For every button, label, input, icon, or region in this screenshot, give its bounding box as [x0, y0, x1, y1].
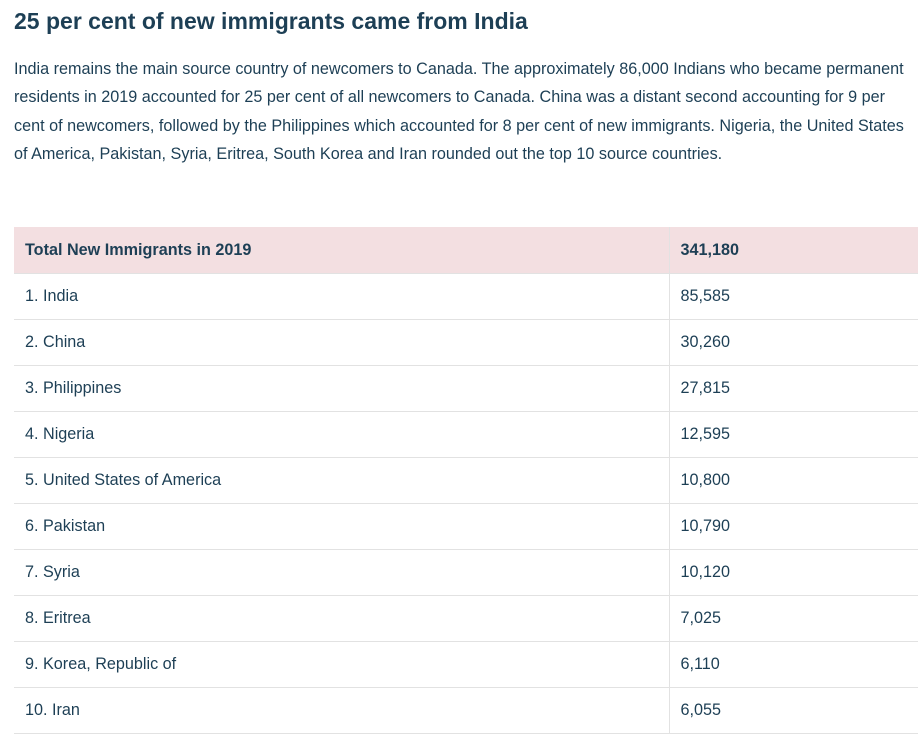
country-label: 8. Eritrea	[14, 595, 669, 642]
immigrant-count: 10,790	[668, 503, 918, 550]
immigrant-count: 30,260	[668, 319, 918, 366]
table-row: 10. Iran 6,055	[14, 687, 918, 734]
immigrant-count: 7,025	[668, 595, 918, 642]
table-row: 1. India 85,585	[14, 273, 918, 320]
table-header-row: Total New Immigrants in 2019 341,180	[14, 227, 918, 274]
immigrant-count: 85,585	[668, 273, 918, 320]
country-label: 4. Nigeria	[14, 411, 669, 458]
table-row: 5. United States of America 10,800	[14, 457, 918, 504]
country-label: 10. Iran	[14, 687, 669, 734]
header-label: Total New Immigrants in 2019	[14, 227, 669, 274]
country-label: 9. Korea, Republic of	[14, 641, 669, 688]
country-label: 2. China	[14, 319, 669, 366]
country-label: 7. Syria	[14, 549, 669, 596]
country-label: 1. India	[14, 273, 669, 320]
immigrant-count: 6,110	[668, 641, 918, 688]
immigrant-count: 10,800	[668, 457, 918, 504]
immigrant-count: 10,120	[668, 549, 918, 596]
page-title: 25 per cent of new immigrants came from …	[14, 8, 528, 34]
table-row: 6. Pakistan 10,790	[14, 503, 918, 550]
immigrant-count: 6,055	[668, 687, 918, 734]
table-row: 2. China 30,260	[14, 319, 918, 366]
table-row: 8. Eritrea 7,025	[14, 595, 918, 642]
header-value: 341,180	[668, 227, 918, 274]
country-label: 5. United States of America	[14, 457, 669, 504]
table-row: 4. Nigeria 12,595	[14, 411, 918, 458]
country-label: 3. Philippines	[14, 365, 669, 412]
table-row: 3. Philippines 27,815	[14, 365, 918, 412]
immigrant-count: 12,595	[668, 411, 918, 458]
country-label: 6. Pakistan	[14, 503, 669, 550]
intro-paragraph: India remains the main source country of…	[14, 60, 904, 163]
table-row: 7. Syria 10,120	[14, 549, 918, 596]
table-row: 9. Korea, Republic of 6,110	[14, 641, 918, 688]
immigrant-count: 27,815	[668, 365, 918, 412]
immigration-table: Total New Immigrants in 2019 341,180 1. …	[14, 227, 918, 734]
